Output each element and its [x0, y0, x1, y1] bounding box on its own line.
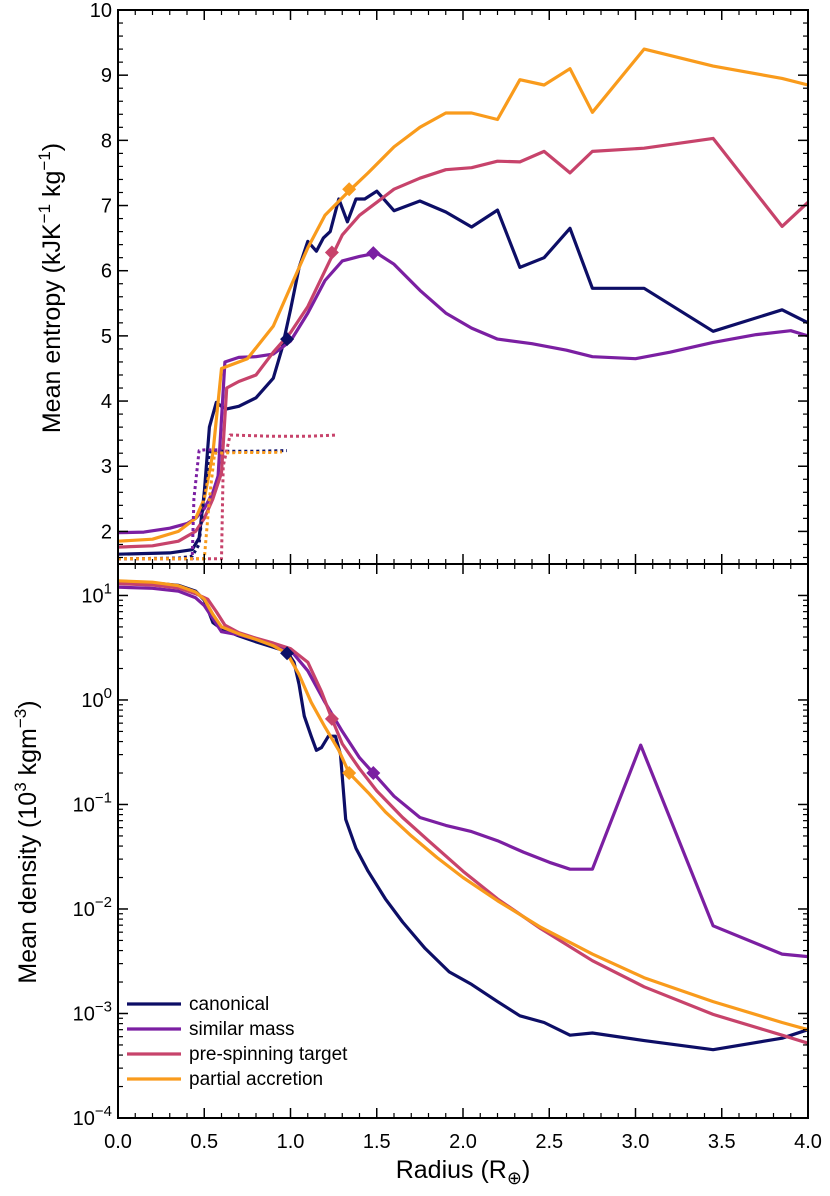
legend-label-partial-accretion: partial accretion — [189, 1069, 323, 1090]
x-tick-label: 0.5 — [190, 1131, 218, 1153]
marker-pre-spinning-target-bot — [324, 711, 339, 726]
y-tick-label: 10−2 — [73, 894, 112, 921]
x-tick-label: 0.0 — [104, 1131, 132, 1153]
x-tick-label: 3.0 — [622, 1131, 650, 1153]
marker-similar-mass-bot — [366, 766, 381, 781]
x-tick-label: 1.5 — [363, 1131, 391, 1153]
density-y-axis-label: Mean density (103 kgm−3) — [11, 700, 42, 983]
marker-partial-accretion-top — [342, 182, 357, 197]
series-line-partial-accretion-bot — [118, 579, 808, 1032]
y-tick-label: 8 — [101, 130, 112, 152]
y-tick-label: 10−4 — [73, 1103, 112, 1130]
y-tick-label: 101 — [81, 580, 112, 607]
series-line-similar-mass-top — [118, 251, 808, 535]
entropy-markers — [280, 182, 381, 347]
y-tick-label: 9 — [101, 65, 112, 87]
x-tick-label: 2.5 — [535, 1131, 563, 1153]
x-tick-label: 2.0 — [449, 1131, 477, 1153]
series-line-similar-mass-bot — [118, 585, 808, 959]
x-tick-label: 3.5 — [708, 1131, 736, 1153]
series-line-pre-spinning-target-bot — [118, 582, 808, 1045]
entropy-tick-labels: 2 3 4 5 6 7 8 9 10 — [90, 0, 112, 543]
legend-label-pre-spinning-target: pre-spinning target — [189, 1044, 348, 1065]
y-tick-label: 3 — [101, 456, 112, 478]
density-plot-frame — [117, 563, 809, 1119]
y-tick-label: 10−3 — [73, 998, 112, 1025]
x-tick-label: 1.0 — [277, 1131, 305, 1153]
legend-label-similar-mass: similar mass — [189, 1019, 295, 1040]
y-tick-label: 7 — [101, 196, 112, 218]
marker-pre-spinning-target-top — [324, 245, 339, 260]
marker-canonical-top — [280, 332, 295, 347]
legend: canonical similar mass pre-spinning target… — [127, 994, 348, 1090]
density-markers — [280, 646, 381, 781]
radius-x-axis-label: Radius (R⊕) — [396, 1156, 531, 1188]
marker-similar-mass-top — [366, 246, 381, 261]
series-line-canonical-top — [118, 189, 808, 556]
y-tick-label: 4 — [101, 391, 112, 413]
legend-label-canonical: canonical — [189, 994, 269, 1015]
series-line-pre-spinning-initial-top — [118, 433, 338, 561]
entropy-y-axis-label: Mean entropy (kJK−1 kg−1) — [35, 143, 66, 433]
marker-partial-accretion-bot — [342, 766, 357, 781]
x-tick-label: 4.0 — [794, 1131, 822, 1153]
y-tick-label: 2 — [101, 521, 112, 543]
entropy-panel: 2 3 4 5 6 7 8 9 10 Mean entropy (kJK−1 kg−1) — [35, 0, 809, 565]
y-tick-label: 6 — [101, 261, 112, 283]
series-line-canonical-initial-top — [118, 449, 288, 561]
density-lines — [118, 579, 808, 1052]
density-tick-labels: 0.0 0.5 1.0 1.5 2.0 2.5 3.0 3.5 4.0 10−4 10−3 10−2 1… — [73, 580, 822, 1153]
y-tick-label: 5 — [101, 326, 112, 348]
entropy-lines — [118, 47, 808, 561]
y-tick-label: 10 — [90, 0, 112, 22]
y-tick-label: 10−1 — [73, 789, 112, 816]
y-tick-label: 100 — [81, 685, 112, 712]
density-panel: 0.0 0.5 1.0 1.5 2.0 2.5 3.0 3.5 4.0 10−4 10−3 10−2 1… — [11, 563, 822, 1188]
series-line-canonical-bot — [118, 580, 808, 1052]
series-line-pre-spinning-target-top — [118, 136, 808, 549]
marker-canonical-bot — [280, 646, 295, 661]
